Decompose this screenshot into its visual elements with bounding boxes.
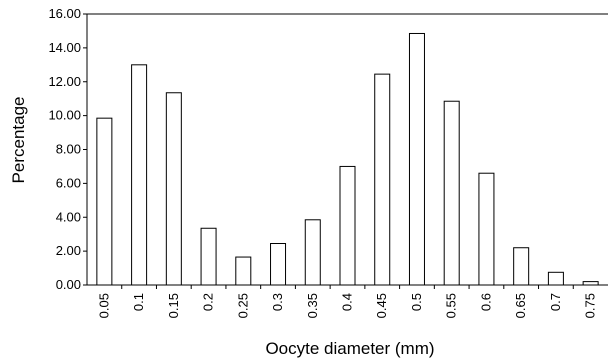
bar-0.7 bbox=[547, 271, 564, 286]
x-tick-label: 0.5 bbox=[409, 293, 424, 311]
x-tick-label: 0.75 bbox=[583, 293, 598, 318]
x-tick-label: 0.4 bbox=[340, 293, 355, 311]
x-tick-label: 0.65 bbox=[513, 293, 528, 318]
y-tick-label: 14.00 bbox=[48, 40, 81, 55]
bar-0.55 bbox=[443, 100, 460, 286]
x-tick-label: 0.05 bbox=[96, 293, 111, 318]
x-axis-title: Oocyte diameter (mm) bbox=[265, 339, 434, 358]
bar-0.6 bbox=[478, 172, 495, 286]
y-axis-title: Percentage bbox=[9, 97, 28, 184]
y-tick-label: 16.00 bbox=[48, 6, 81, 21]
bar-0.45 bbox=[374, 73, 391, 286]
y-axis-ticks: 0.00 2.00 4.00 6.00 8.00 10.00 12.00 14.00 16.00 bbox=[48, 6, 87, 292]
y-tick-label: 12.00 bbox=[48, 74, 81, 89]
y-tick-label: 2.00 bbox=[56, 243, 81, 258]
x-tick-label: 0.25 bbox=[235, 293, 250, 318]
x-tick-label: 0.6 bbox=[478, 293, 493, 311]
y-tick-label: 6.00 bbox=[56, 175, 81, 190]
bar-0.75 bbox=[582, 281, 599, 286]
x-axis-ticks: 0.05 0.1 0.15 0.2 0.25 0.3 0.35 0.4 0.45 0.5 0.55 0… bbox=[96, 285, 598, 318]
bar-0.3 bbox=[270, 243, 287, 286]
bar-0.15 bbox=[165, 92, 182, 286]
x-tick-label: 0.3 bbox=[270, 293, 285, 311]
bar-0.35 bbox=[304, 219, 321, 286]
x-tick-label: 0.35 bbox=[305, 293, 320, 318]
y-tick-label: 10.00 bbox=[48, 108, 81, 123]
x-tick-label: 0.1 bbox=[131, 293, 146, 311]
bar-0.65 bbox=[513, 247, 530, 286]
bar-0.4 bbox=[339, 165, 356, 286]
y-tick-label: 8.00 bbox=[56, 142, 81, 157]
bar-0.05 bbox=[96, 117, 113, 286]
x-tick-label: 0.7 bbox=[548, 293, 563, 311]
y-tick-label: 4.00 bbox=[56, 209, 81, 224]
x-tick-label: 0.15 bbox=[166, 293, 181, 318]
x-tick-label: 0.2 bbox=[201, 293, 216, 311]
bar-0.5 bbox=[408, 32, 425, 286]
x-tick-label: 0.45 bbox=[374, 293, 389, 318]
x-tick-label: 0.55 bbox=[444, 293, 459, 318]
bar-0.25 bbox=[235, 256, 252, 286]
bar-0.1 bbox=[131, 64, 148, 286]
bars bbox=[96, 32, 599, 286]
y-tick-label: 0.00 bbox=[56, 277, 81, 292]
bar-0.2 bbox=[200, 227, 217, 286]
